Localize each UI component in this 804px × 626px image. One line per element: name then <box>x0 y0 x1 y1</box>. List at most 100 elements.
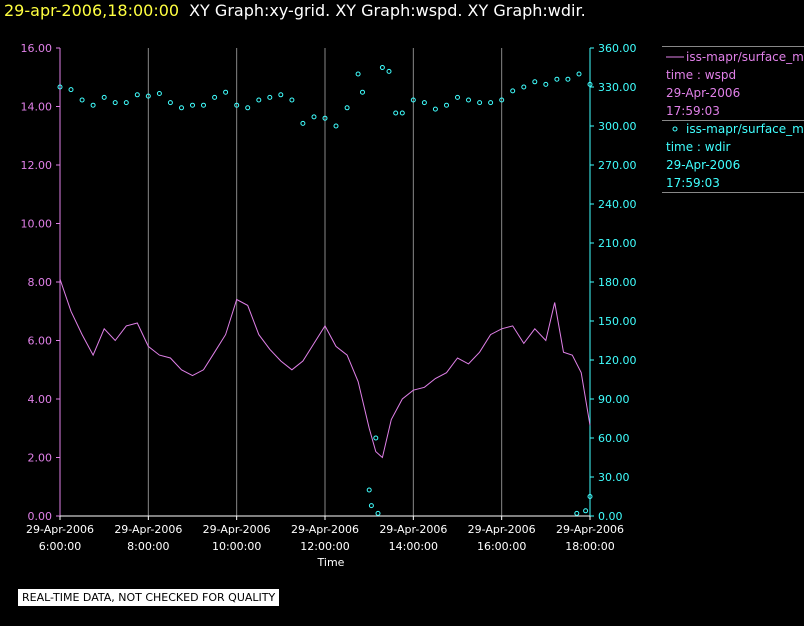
wdir-point <box>373 435 379 441</box>
left-tick-label: 12.00 <box>21 159 53 172</box>
wdir-point <box>366 487 372 493</box>
wdir-point <box>101 94 107 100</box>
left-tick-label: 0.00 <box>28 510 53 523</box>
legend-wdir-line2: time : wdir <box>666 140 731 154</box>
x-tick-label-date: 29-Apr-2006 <box>379 523 447 536</box>
wdir-point <box>90 102 96 108</box>
left-axis-ticks: 0.00 2.00 4.00 6.00 8.00 10.00 12.00 14.00 16.00 <box>21 42 60 523</box>
left-tick-label: 14.00 <box>21 101 53 114</box>
x-tick-label-time: 10:00:00 <box>212 540 261 553</box>
legend: iss-mapr/surface_m time : wspd 29-Apr-20… <box>666 50 804 190</box>
wdir-point <box>488 100 494 106</box>
wdir-point <box>587 81 593 87</box>
wdir-point <box>576 71 582 77</box>
x-tick-label-date: 29-Apr-2006 <box>556 523 624 536</box>
wdir-point <box>421 100 427 106</box>
right-tick-label: 0.00 <box>598 510 623 523</box>
left-tick-label: 10.00 <box>21 218 53 231</box>
legend-wdir-line4: 17:59:03 <box>666 176 720 190</box>
chart-grid <box>147 48 503 516</box>
right-tick-label: 270.00 <box>598 159 637 172</box>
right-tick-label: 240.00 <box>598 198 637 211</box>
wdir-point <box>510 88 516 94</box>
wdir-point <box>399 110 405 116</box>
header-title: XY Graph:xy-grid. XY Graph:wspd. XY Grap… <box>189 1 586 20</box>
wdir-point <box>521 84 527 90</box>
wdir-point <box>57 84 63 90</box>
wdir-point <box>379 65 385 70</box>
x-tick-label-time: 6:00:00 <box>39 540 81 553</box>
wdir-point <box>79 97 85 103</box>
x-tick-label-time: 12:00:00 <box>300 540 349 553</box>
right-tick-label: 300.00 <box>598 120 637 133</box>
left-tick-label: 2.00 <box>28 452 53 465</box>
wspd-line <box>59 278 591 459</box>
left-tick-label: 6.00 <box>28 335 53 348</box>
right-tick-label: 150.00 <box>598 315 637 328</box>
wdir-point <box>156 91 162 96</box>
wdir-point <box>499 97 505 103</box>
wdir-point <box>322 115 328 121</box>
legend-wspd-line1: iss-mapr/surface_m <box>686 50 804 64</box>
wdir-point <box>466 97 471 103</box>
wdir-point <box>267 94 273 100</box>
legend-separator-mid <box>662 120 804 121</box>
x-tick-label-time: 18:00:00 <box>565 540 614 553</box>
x-tick-label-date: 29-Apr-2006 <box>26 523 94 536</box>
legend-wspd-line2: time : wspd <box>666 68 736 82</box>
right-axis-ticks: 0.00 30.00 60.00 90.00 120.00 150.00 180.00 210… <box>590 42 637 523</box>
wdir-point <box>543 81 549 87</box>
legend-wdir-line1: iss-mapr/surface_m <box>686 122 804 136</box>
wdir-point <box>360 89 365 95</box>
header-date: 29-apr-2006,18:00:00 <box>4 1 180 20</box>
right-tick-label: 60.00 <box>598 432 630 445</box>
wdir-point <box>167 100 173 106</box>
series-wspd <box>59 278 591 459</box>
x-tick-label-date: 29-Apr-2006 <box>203 523 271 536</box>
wdir-point <box>68 87 74 93</box>
wdir-point <box>145 93 151 99</box>
right-tick-label: 120.00 <box>598 354 637 367</box>
wdir-point <box>134 92 140 98</box>
wdir-point <box>190 102 195 108</box>
right-tick-label: 210.00 <box>598 237 637 250</box>
wdir-point <box>256 97 262 103</box>
wdir-point <box>179 105 184 111</box>
x-tick-label-time: 16:00:00 <box>477 540 526 553</box>
right-tick-label: 330.00 <box>598 81 637 94</box>
wdir-point <box>386 68 392 74</box>
wdir-point <box>212 94 218 100</box>
wdir-point <box>223 89 229 95</box>
left-tick-label: 8.00 <box>28 276 53 289</box>
left-tick-label: 4.00 <box>28 393 53 406</box>
wdir-point <box>444 102 449 108</box>
quality-note: REAL-TIME DATA, NOT CHECKED FOR QUALITY <box>18 589 280 606</box>
right-tick-label: 360.00 <box>598 42 637 55</box>
wdir-point <box>112 100 118 106</box>
wdir-point <box>333 123 339 129</box>
wdir-point <box>410 97 416 103</box>
wdir-point <box>368 503 374 509</box>
x-tick-label-date: 29-Apr-2006 <box>114 523 182 536</box>
legend-separator-top <box>662 46 804 47</box>
right-tick-label: 180.00 <box>598 276 637 289</box>
series-wdir <box>57 65 593 516</box>
wdir-point <box>344 105 350 111</box>
wdir-point <box>311 114 317 120</box>
right-tick-label: 90.00 <box>598 393 630 406</box>
wdir-point <box>375 510 381 516</box>
left-tick-label: 16.00 <box>21 42 53 55</box>
wdir-point <box>455 94 460 100</box>
wdir-point <box>300 120 306 126</box>
x-axis-ticks: 29-Apr-2006 6:00:00 29-Apr-2006 8:00:00 29-A… <box>26 516 624 553</box>
x-axis-label: Time <box>317 556 345 569</box>
x-tick-label-time: 8:00:00 <box>127 540 169 553</box>
legend-wspd-line3: 29-Apr-2006 <box>666 86 740 100</box>
wdir-point <box>278 92 284 98</box>
wdir-point <box>289 97 295 103</box>
wdir-point <box>532 79 538 85</box>
wdir-point <box>432 106 438 112</box>
wdir-point <box>393 110 399 116</box>
legend-separator-bottom <box>662 192 804 193</box>
